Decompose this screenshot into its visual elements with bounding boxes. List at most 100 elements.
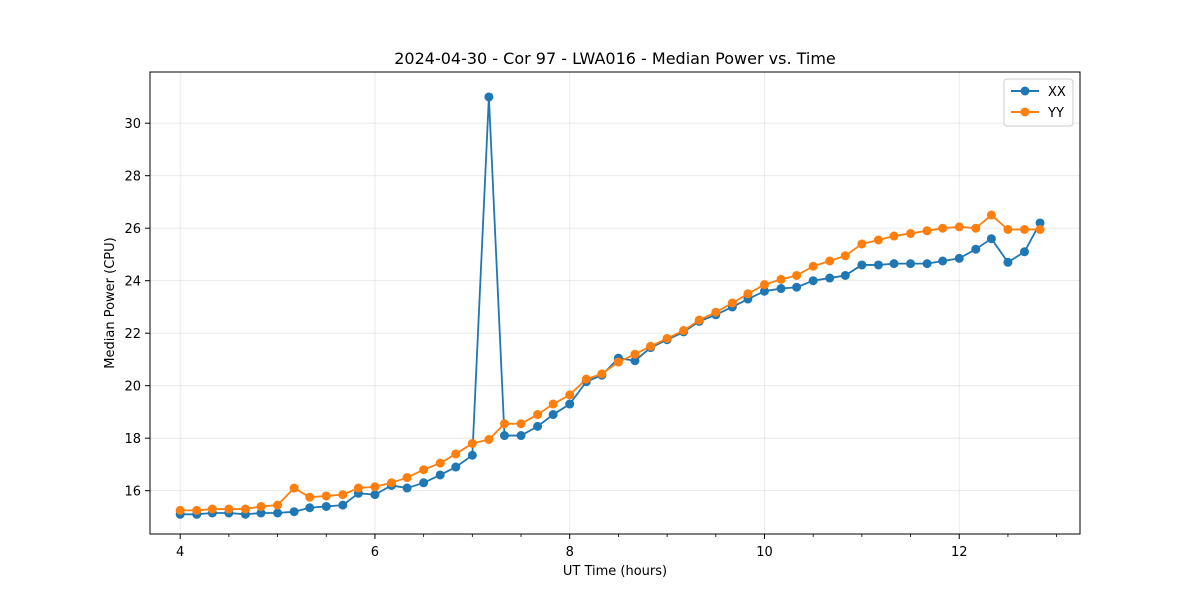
series-point-yy: [971, 223, 981, 233]
series-point-xx: [825, 273, 835, 283]
series-point-yy: [759, 280, 769, 290]
series-point-xx: [499, 431, 509, 441]
series-point-yy: [467, 438, 477, 448]
series-point-xx: [1003, 257, 1013, 267]
legend-marker-yy: [1020, 107, 1030, 117]
series-point-yy: [613, 357, 623, 367]
series-point-xx: [256, 508, 266, 518]
series-point-yy: [776, 274, 786, 284]
x-tick-label-0: 4: [176, 545, 184, 560]
series-point-xx: [971, 244, 981, 254]
series-point-yy: [1019, 225, 1029, 234]
series-point-yy: [1035, 225, 1045, 234]
series-point-xx: [305, 503, 315, 513]
series-point-yy: [727, 298, 737, 308]
series-point-yy: [207, 504, 217, 514]
series-point-yy: [711, 307, 721, 317]
series-point-yy: [387, 478, 397, 488]
series-point-xx: [321, 501, 331, 511]
series-point-xx: [370, 490, 380, 500]
legend-marker-xx: [1020, 86, 1030, 96]
series-point-yy: [240, 504, 250, 514]
series-point-xx: [857, 260, 867, 270]
series-point-xx: [484, 92, 494, 102]
plot-frame: [149, 71, 1081, 535]
series-point-xx: [986, 234, 996, 244]
series-point-xx: [938, 256, 948, 266]
series-point-yy: [662, 333, 672, 343]
tick-layer: 4 6 8 10 12 16 18 20 22 24 26 28 30: [124, 117, 1058, 560]
series-point-xx: [954, 253, 964, 263]
series-layer: [175, 92, 1045, 519]
series-point-yy: [370, 482, 380, 492]
series-point-xx: [516, 431, 526, 441]
series-point-yy: [499, 419, 509, 429]
series-point-yy: [273, 500, 283, 510]
series-point-yy: [305, 492, 315, 502]
series-point-xx: [759, 286, 769, 296]
series-point-xx: [533, 421, 543, 431]
x-tick-label-3: 10: [756, 545, 773, 560]
series-point-yy: [484, 435, 494, 444]
series-point-xx: [906, 259, 916, 269]
y-tick-label-4: 24: [124, 275, 141, 290]
series-point-xx: [840, 270, 850, 280]
y-tick-label-0: 16: [124, 485, 141, 500]
legend-label-xx: XX: [1048, 85, 1066, 100]
series-point-yy: [906, 228, 916, 238]
series-point-yy: [581, 374, 591, 384]
series-point-xx: [889, 259, 899, 269]
series-point-yy: [1003, 225, 1013, 234]
series-point-yy: [353, 483, 363, 493]
series-point-yy: [808, 261, 818, 271]
series-point-yy: [825, 256, 835, 266]
series-point-xx: [419, 478, 429, 488]
series-point-xx: [565, 399, 575, 409]
series-point-yy: [256, 501, 266, 511]
series-point-yy: [402, 473, 412, 483]
series-point-xx: [776, 284, 786, 294]
series-point-yy: [321, 491, 331, 501]
series-point-yy: [597, 369, 607, 379]
series-point-xx: [792, 282, 802, 292]
series-point-yy: [873, 235, 883, 245]
series-point-yy: [419, 465, 429, 475]
series-point-xx: [1019, 247, 1029, 257]
y-tick-label-1: 18: [124, 432, 141, 447]
series-point-yy: [175, 505, 185, 515]
series-point-yy: [986, 210, 996, 220]
series-point-yy: [743, 289, 753, 299]
series-point-xx: [808, 276, 818, 286]
series-point-yy: [938, 223, 948, 233]
series-point-xx: [273, 508, 283, 518]
series-point-yy: [679, 326, 689, 336]
x-tick-label-4: 12: [951, 545, 968, 560]
series-point-yy: [548, 399, 558, 409]
series-point-yy: [792, 270, 802, 280]
series-point-yy: [954, 222, 964, 232]
y-tick-label-2: 20: [124, 380, 141, 395]
series-point-yy: [533, 410, 543, 420]
series-point-yy: [224, 504, 234, 514]
x-tick-label-1: 6: [371, 545, 379, 560]
series-point-yy: [922, 226, 932, 236]
series-point-xx: [289, 507, 299, 517]
series-point-yy: [694, 315, 704, 325]
y-tick-label-6: 28: [124, 170, 141, 185]
series-point-xx: [435, 470, 445, 480]
y-tick-label-3: 22: [124, 327, 141, 342]
series-point-xx: [548, 410, 558, 420]
chart-title: 2024-04-30 - Cor 97 - LWA016 - Median Po…: [394, 49, 836, 68]
series-point-yy: [889, 231, 899, 241]
series-point-yy: [289, 483, 299, 493]
series-point-yy: [840, 251, 850, 261]
series-point-xx: [451, 462, 461, 472]
series-point-yy: [338, 490, 348, 500]
x-axis-label: UT Time (hours): [563, 564, 667, 579]
x-tick-label-2: 8: [566, 545, 574, 560]
series-point-yy: [646, 341, 656, 351]
series-point-xx: [402, 483, 412, 493]
legend: XX YY: [1003, 78, 1074, 127]
y-tick-label-7: 30: [124, 117, 141, 132]
